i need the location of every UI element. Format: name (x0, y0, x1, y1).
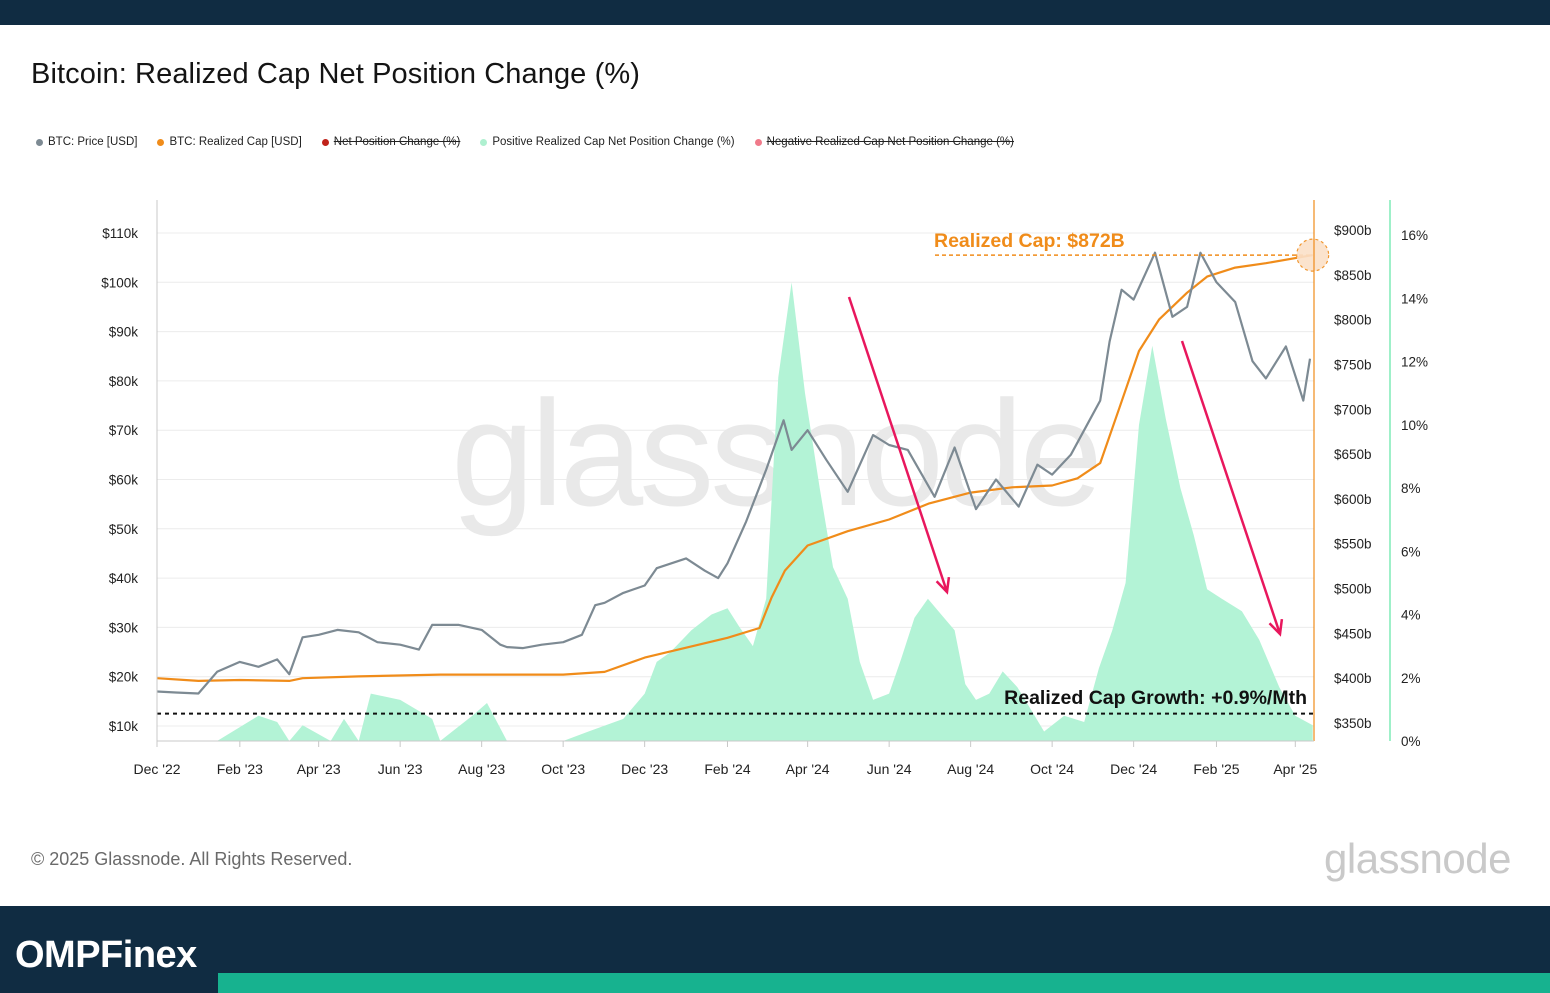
y-right-pct-tick-label: 2% (1401, 671, 1421, 686)
top-bar (0, 0, 1550, 25)
realized-cap-annotation: Realized Cap: $872B (934, 230, 1125, 252)
y-left-tick-label: $80k (109, 374, 139, 389)
x-tick-label: Dec '23 (621, 761, 668, 777)
x-tick-label: Jun '23 (378, 761, 423, 777)
series-positive-net-position-area (157, 282, 1313, 741)
y-right-pct-tick-label: 4% (1401, 608, 1421, 623)
x-tick-label: Feb '23 (217, 761, 263, 777)
legend-item[interactable]: BTC: Price [USD] (36, 136, 137, 148)
y-left-tick-label: $60k (109, 473, 139, 488)
x-tick-label: Feb '25 (1193, 761, 1239, 777)
y-right-cap-tick-label: $350b (1334, 716, 1372, 731)
chart-legend: BTC: Price [USD] BTC: Realized Cap [USD] N… (36, 134, 1034, 150)
y-right-cap-tick-label: $500b (1334, 582, 1372, 597)
legend-label: Positive Realized Cap Net Position Chang… (492, 136, 735, 148)
y-right-pct-tick-label: 8% (1401, 481, 1421, 496)
series-btc-price-line (156, 251, 1312, 695)
copyright-text: © 2025 Glassnode. All Rights Reserved. (31, 849, 353, 869)
legend-dot-icon (480, 138, 488, 146)
x-tick-label: Oct '24 (1030, 761, 1074, 777)
legend-label: Net Position Change (%) (333, 136, 461, 148)
y-left-tick-label: $110k (102, 226, 138, 241)
legend-item[interactable]: Net Position Change (%) (321, 136, 461, 148)
y-left-tick-label: $90k (109, 325, 139, 340)
x-tick-label: Oct '23 (541, 761, 585, 777)
legend-item[interactable]: Negative Realized Cap Net Position Chang… (754, 136, 1014, 148)
x-tick-label: Feb '24 (704, 761, 750, 777)
chart-title: Bitcoin: Realized Cap Net Position Chang… (31, 58, 640, 90)
y-right-cap-tick-label: $850b (1334, 268, 1372, 283)
y-left-tick-label: $30k (109, 620, 139, 635)
y-left-tick-label: $70k (109, 423, 139, 438)
y-right-pct-tick-label: 16% (1401, 228, 1428, 243)
arrowhead-icon (1268, 618, 1284, 637)
footer-accent-stripe (218, 973, 1550, 993)
legend-label: BTC: Realized Cap [USD] (169, 136, 302, 148)
ompfinex-logo: OMPFinex (15, 934, 197, 976)
y-right-pct-tick-label: 10% (1401, 418, 1428, 433)
y-right-pct-tick-label: 0% (1401, 734, 1421, 749)
legend-label: BTC: Price [USD] (48, 136, 138, 148)
y-right-cap-tick-label: $600b (1334, 492, 1372, 507)
y-right-cap-tick-label: $400b (1334, 671, 1372, 686)
y-left-tick-label: $40k (109, 571, 139, 586)
legend-item[interactable]: Positive Realized Cap Net Position Chang… (480, 136, 735, 148)
trend-arrow (1180, 340, 1282, 635)
glassnode-brand-logo: glassnode (1324, 835, 1511, 882)
x-tick-label: Apr '24 (786, 761, 830, 777)
y-right-cap-tick-label: $900b (1334, 223, 1372, 238)
x-tick-label: Aug '23 (458, 761, 505, 777)
x-tick-label: Aug '24 (947, 761, 994, 777)
realized-cap-highlight-circle (1296, 238, 1330, 272)
series-realized-cap-line (156, 254, 1313, 683)
y-left-tick-label: $10k (109, 719, 139, 734)
y-right-cap-tick-label: $750b (1334, 357, 1372, 372)
legend-dot-icon (321, 138, 329, 146)
x-tick-label: Dec '22 (133, 761, 180, 777)
y-left-tick-label: $100k (101, 275, 138, 290)
y-left-tick-label: $20k (109, 670, 139, 685)
legend-dot-icon (36, 138, 43, 146)
legend-label: Negative Realized Cap Net Position Chang… (766, 136, 1014, 148)
y-right-cap-tick-label: $800b (1334, 313, 1372, 328)
trend-arrow (847, 296, 949, 593)
y-right-cap-tick-label: $550b (1334, 537, 1372, 552)
y-right-pct-tick-label: 6% (1401, 544, 1421, 559)
y-right-cap-tick-label: $450b (1334, 626, 1372, 641)
x-tick-label: Apr '25 (1273, 761, 1317, 777)
y-right-pct-tick-label: 12% (1401, 355, 1428, 370)
x-tick-label: Jun '24 (867, 761, 912, 777)
y-left-tick-label: $50k (109, 522, 139, 537)
arrowhead-icon (935, 576, 951, 595)
legend-item[interactable]: BTC: Realized Cap [USD] (157, 136, 302, 148)
y-right-pct-tick-label: 14% (1401, 291, 1428, 306)
legend-dot-icon (157, 138, 165, 146)
x-tick-label: Apr '23 (297, 761, 341, 777)
y-right-cap-tick-label: $650b (1334, 447, 1372, 462)
chart: glassnode$10k$20k$30k$40k$50k$60k$70k$80… (101, 200, 1428, 777)
legend-dot-icon (754, 138, 762, 146)
y-right-cap-tick-label: $700b (1334, 402, 1372, 417)
x-tick-label: Dec '24 (1110, 761, 1157, 777)
growth-rate-annotation: Realized Cap Growth: +0.9%/Mth (1004, 687, 1307, 709)
